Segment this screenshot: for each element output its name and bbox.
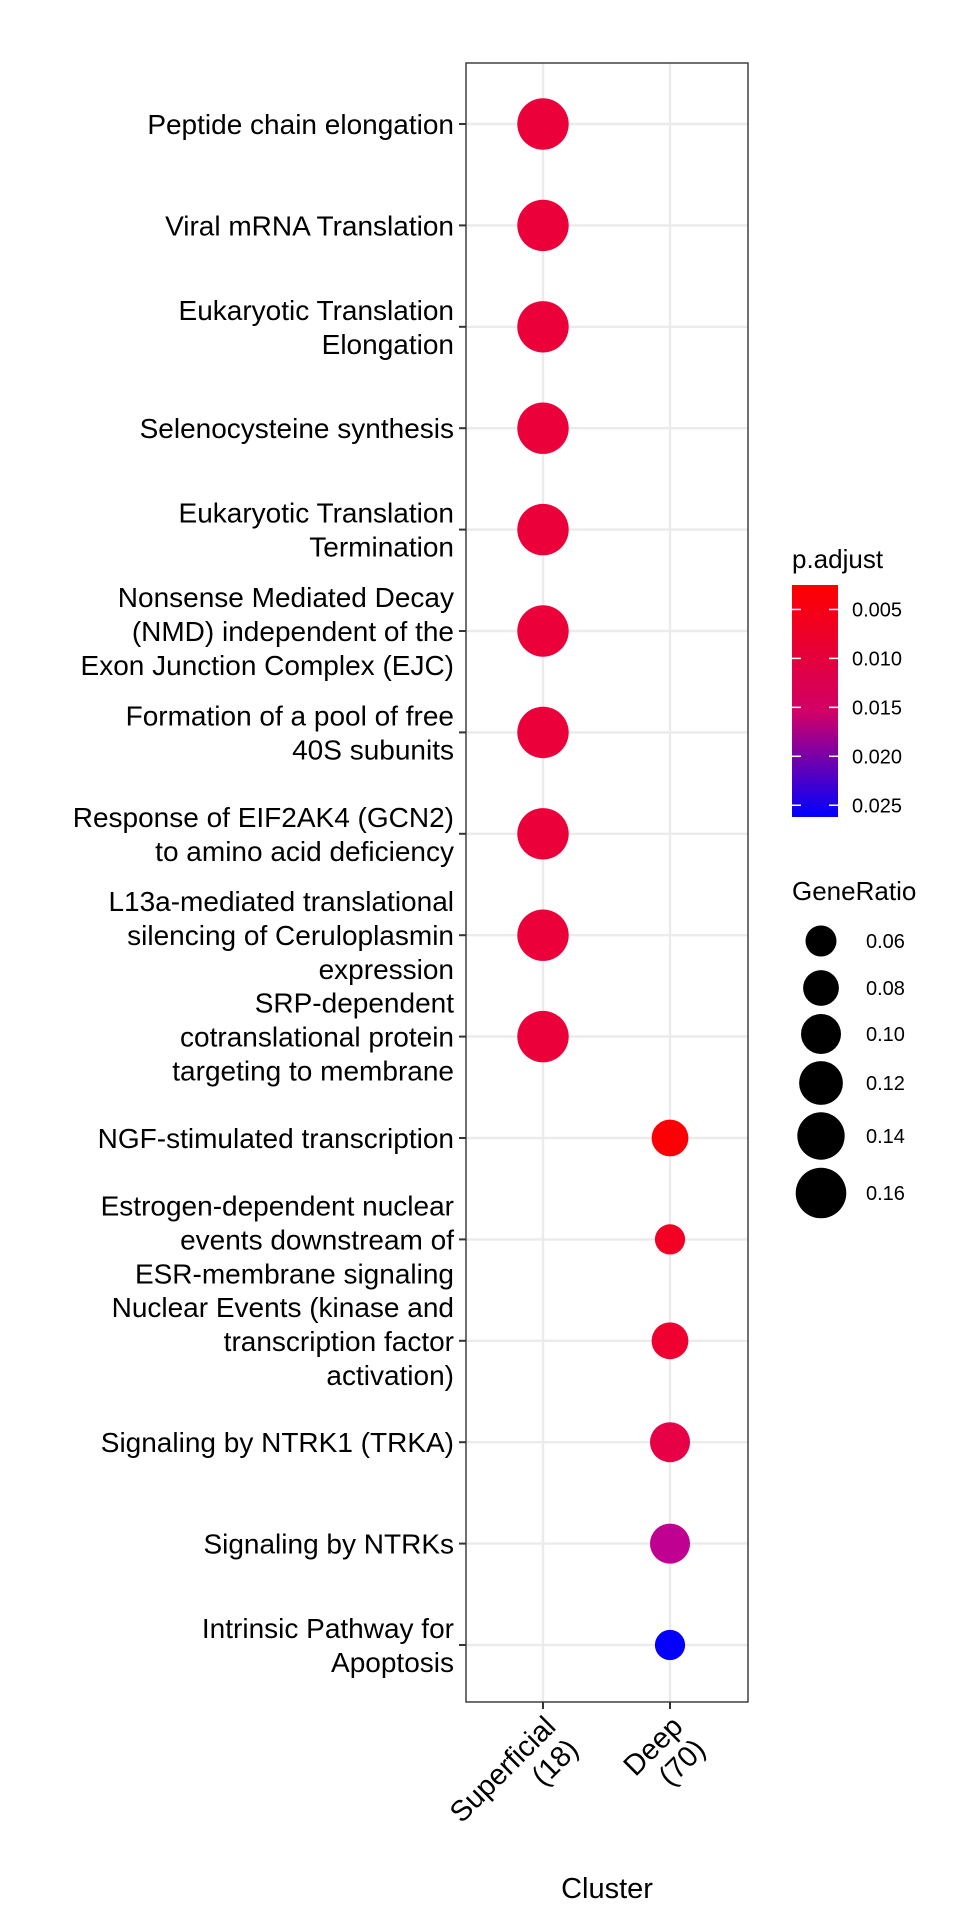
size-legend-dot	[795, 1167, 847, 1219]
y-tick-label: Intrinsic Pathway for Apoptosis	[202, 1613, 454, 1678]
y-tick-label: Formation of a pool of free 40S subunits	[126, 700, 454, 765]
size-legend-label: 0.06	[866, 931, 905, 953]
color-legend-bar	[792, 585, 838, 817]
size-legend-label: 0.16	[866, 1183, 905, 1205]
data-point	[517, 605, 569, 657]
data-point	[650, 1422, 690, 1463]
data-points	[517, 98, 690, 1661]
x-axis-title: Cluster	[561, 1873, 653, 1905]
y-tick-label: L13a-mediated translational silencing of …	[108, 886, 454, 985]
data-point	[517, 98, 569, 150]
size-legend-label: 0.08	[866, 978, 905, 1000]
size-legend-title: GeneRatio	[792, 876, 916, 906]
color-tick-label: 0.015	[852, 697, 902, 719]
y-tick-label: Eukaryotic Translation Termination	[179, 498, 454, 563]
svg-text:Superficial(18): Superficial(18)	[444, 1711, 585, 1852]
y-tick-label: Estrogen-dependent nuclear events downstr…	[101, 1190, 455, 1289]
data-point	[517, 909, 569, 961]
size-legend-dot	[797, 1112, 845, 1160]
y-tick-label: Selenocysteine synthesis	[140, 413, 454, 444]
size-legend-dot	[799, 1061, 843, 1105]
svg-text:Deep(70): Deep(70)	[618, 1711, 712, 1805]
size-legend: GeneRatio 0.06 0.08 0.10 0.12 0.14 0.16	[792, 876, 916, 1219]
size-legend-items: 0.06 0.08 0.10 0.12 0.14 0.16	[795, 925, 905, 1219]
color-tick-label: 0.025	[852, 795, 902, 817]
y-tick-label: Eukaryotic Translation Elongation	[179, 295, 454, 360]
y-tick-label: Signaling by NTRKs	[203, 1529, 454, 1560]
data-point	[517, 301, 569, 353]
size-legend-dot	[801, 1014, 841, 1054]
y-tick-label: NGF-stimulated transcription	[98, 1123, 454, 1154]
y-tick-label: Nuclear Events (kinase and transcription …	[112, 1292, 454, 1391]
color-legend: p.adjust 0.005 0.010 0.015 0.020 0.025	[792, 544, 902, 817]
plot-panel	[465, 62, 749, 1703]
y-axis: Peptide chain elongation Viral mRNA Trans…	[73, 109, 466, 1678]
color-tick-label: 0.005	[852, 599, 902, 621]
y-tick-label: SRP-dependent cotranslational protein targ…	[172, 988, 454, 1087]
color-legend-title: p.adjust	[792, 544, 884, 574]
y-tick-label: Response of EIF2AK4 (GCN2) to amino acid …	[73, 802, 454, 867]
data-point	[654, 1629, 686, 1661]
data-point	[517, 1010, 569, 1063]
size-legend-label: 0.14	[866, 1126, 905, 1148]
data-point	[517, 199, 569, 252]
size-legend-label: 0.10	[866, 1024, 905, 1046]
size-legend-dot	[805, 925, 837, 957]
data-point	[517, 402, 569, 454]
x-tick-label: Superficial(18)	[444, 1711, 585, 1852]
grid-lines	[466, 63, 748, 1702]
y-tick-label: Viral mRNA Translation	[165, 210, 454, 241]
data-point	[517, 706, 569, 759]
data-point	[654, 1224, 686, 1255]
data-point	[651, 1119, 689, 1157]
data-point	[517, 808, 569, 860]
y-tick-label: Nonsense Mediated Decay (NMD) independent…	[81, 582, 454, 681]
data-point	[650, 1523, 690, 1564]
color-legend-ticks: 0.005 0.010 0.015 0.020 0.025	[792, 599, 902, 817]
size-legend-dot	[803, 970, 839, 1006]
data-point	[517, 503, 569, 556]
size-legend-label: 0.12	[866, 1073, 905, 1095]
x-tick-label: Deep(70)	[618, 1711, 712, 1805]
data-point	[651, 1322, 689, 1360]
x-axis: Superficial(18) Deep(70)	[444, 1702, 712, 1852]
y-tick-label: Signaling by NTRK1 (TRKA)	[101, 1427, 454, 1458]
color-tick-label: 0.010	[852, 648, 902, 670]
y-tick-label: Peptide chain elongation	[147, 109, 454, 140]
color-tick-label: 0.020	[852, 746, 902, 768]
